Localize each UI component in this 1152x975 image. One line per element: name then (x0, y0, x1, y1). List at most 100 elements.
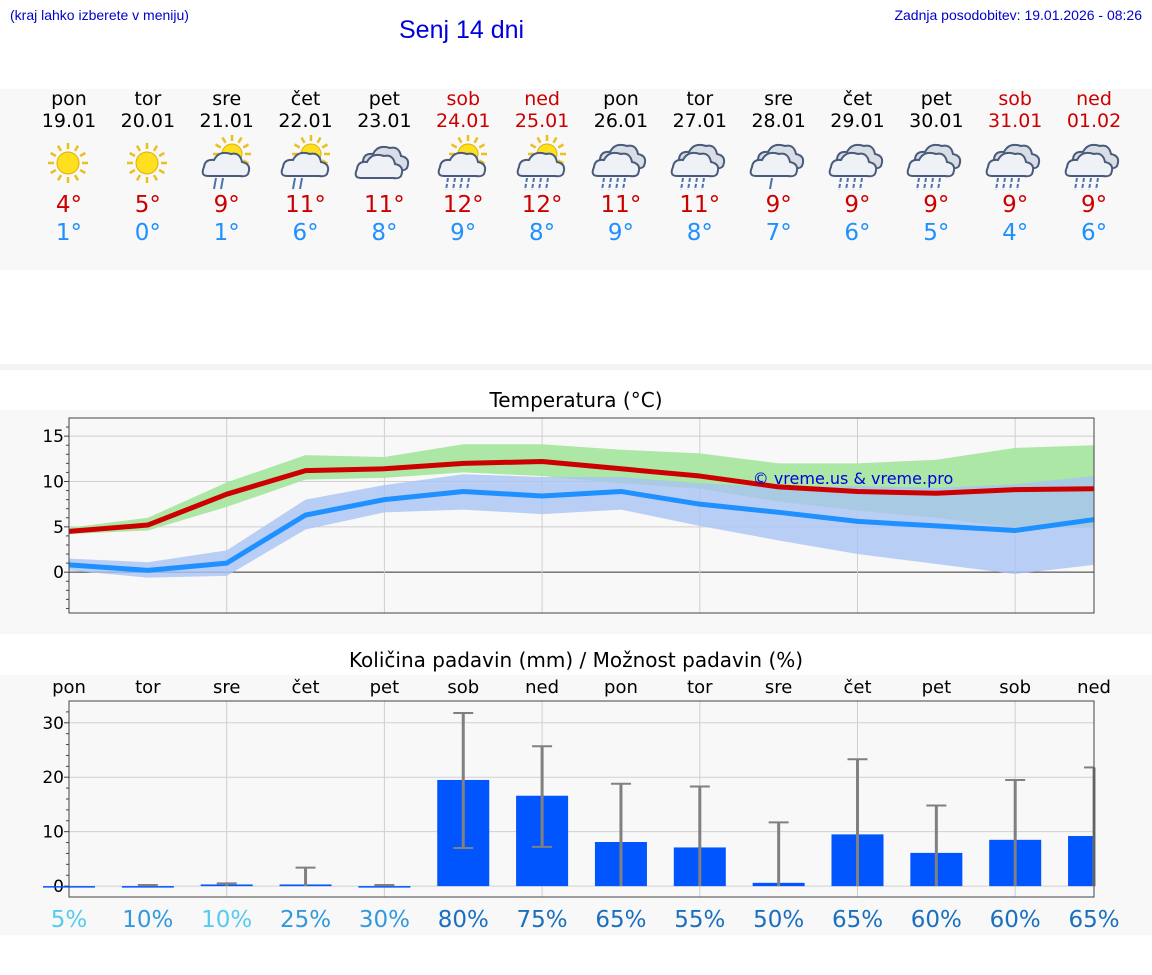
precipitation-chance-label: 80% (438, 907, 489, 933)
day-date: 01.02 (1066, 110, 1122, 132)
day-label: pet (922, 677, 952, 698)
day-label: čet (843, 677, 871, 698)
sun-cloud-heavy-rain-icon (502, 132, 582, 194)
day-column: sob 31.01 9° 4° (975, 88, 1055, 247)
max-temperature: 9° (923, 192, 950, 218)
max-temperature: 9° (1002, 192, 1029, 218)
day-label: sob (999, 677, 1031, 698)
day-column: tor 27.01 11° 8° (660, 88, 740, 247)
min-temperature: 8° (371, 220, 398, 246)
sun-icon (29, 132, 109, 194)
day-date: 21.01 (199, 110, 254, 132)
min-temperature: 4° (1002, 220, 1029, 246)
max-temperature: 11° (285, 192, 326, 218)
day-name: sob (998, 88, 1032, 110)
day-label: pet (370, 677, 400, 698)
day-name: pon (51, 88, 87, 110)
day-date: 26.01 (593, 110, 649, 132)
min-temperature: 6° (1080, 220, 1108, 246)
max-temperature: 4° (55, 192, 83, 218)
min-temperature: 0° (134, 220, 161, 246)
min-temperature: 7° (765, 220, 792, 246)
cloud-heavy-rain-icon (818, 132, 898, 194)
y-tick-label: 10 (42, 472, 64, 492)
precipitation-chance-label: 75% (517, 907, 568, 933)
y-tick-label: 20 (42, 768, 64, 788)
day-name: čet (842, 88, 873, 110)
day-column: ned 01.02 9° 6° (1054, 88, 1134, 247)
sun-cloud-rain-icon (266, 132, 346, 194)
day-column: čet 22.01 11° 6° (266, 88, 346, 247)
day-date: 30.01 (909, 110, 964, 132)
sun-icon (108, 132, 188, 194)
plot-frame (68, 417, 1095, 614)
day-label: ned (525, 677, 559, 698)
day-column: sob 24.01 12° 9° (423, 88, 503, 247)
precipitation-chance-label: 65% (832, 907, 883, 933)
max-temperature: 12° (521, 192, 563, 218)
day-name: ned (1076, 88, 1112, 110)
precipitation-chance-label: 25% (280, 907, 331, 933)
min-temperature: 6° (292, 220, 319, 246)
day-label: čet (292, 677, 320, 698)
max-temperature: 9° (844, 192, 871, 218)
day-name: sre (764, 88, 794, 110)
day-name: sre (212, 88, 242, 110)
precipitation-chance-label: 65% (595, 907, 646, 933)
max-temperature: 12° (442, 192, 484, 218)
max-temperature: 11° (679, 192, 721, 218)
precipitation-bar (358, 886, 411, 888)
sun-cloud-heavy-rain-icon (423, 132, 503, 194)
precipitation-chance-label: 50% (753, 907, 804, 933)
y-tick-label: 10 (42, 823, 64, 843)
day-name: ned (524, 88, 560, 110)
min-temperature: 9° (607, 220, 634, 246)
day-name: pon (603, 88, 639, 110)
min-temperature: 8° (529, 220, 556, 246)
precipitation-chart-title: Količina padavin (mm) / Možnost padavin … (348, 648, 804, 672)
plot-frame (68, 700, 1095, 898)
max-temperature: 9° (213, 192, 240, 218)
precipitation-bar (121, 886, 174, 888)
forecast-strip (0, 89, 1152, 270)
precipitation-chance-label: 30% (359, 907, 410, 933)
day-label: pon (604, 677, 638, 698)
day-column: pon 26.01 11° 9° (581, 88, 661, 247)
day-name: sob (446, 88, 481, 110)
max-temperature: 9° (1080, 192, 1108, 218)
y-tick-label: 30 (42, 714, 64, 734)
max-temperature-line (68, 459, 1095, 534)
precipitation-chance-label: 60% (911, 907, 962, 933)
day-label: sre (765, 677, 792, 698)
day-date: 24.01 (436, 110, 491, 132)
day-label: sre (213, 677, 240, 698)
day-date: 22.01 (278, 110, 333, 132)
precipitation-chance-label: 10% (201, 907, 252, 933)
precipitation-chance-label: 5% (51, 907, 88, 933)
day-column: čet 29.01 9° 6° (818, 88, 898, 247)
day-date: 19.01 (41, 110, 97, 132)
day-date: 29.01 (830, 110, 885, 132)
max-temperature: 11° (600, 192, 642, 218)
day-date: 31.01 (987, 110, 1043, 132)
min-temperature: 1° (213, 220, 240, 246)
day-date: 27.01 (672, 110, 727, 132)
precipitation-chance-label: 10% (122, 907, 173, 933)
day-label: tor (135, 677, 161, 698)
day-column: sre 28.01 9° 7° (739, 88, 819, 247)
last-update: Zadnja posodobitev: 19.01.2026 - 08:26 (894, 7, 1142, 23)
precipitation-chance-label: 60% (990, 907, 1041, 933)
day-column: pon 19.01 4° 1° (29, 88, 109, 247)
cloud-heavy-rain-icon (1054, 132, 1134, 194)
min-temperature: 6° (844, 220, 871, 246)
precipitation-bar (1068, 836, 1094, 887)
day-name: tor (686, 88, 714, 110)
spacer-band (0, 364, 1152, 370)
cloud-heavy-rain-icon (660, 132, 740, 194)
min-range-band (69, 474, 1095, 578)
min-temperature: 8° (686, 220, 713, 246)
day-label: sob (447, 677, 479, 698)
max-temperature: 5° (134, 192, 161, 218)
page-title: Senj 14 dni (399, 16, 525, 44)
day-date: 23.01 (357, 110, 412, 132)
